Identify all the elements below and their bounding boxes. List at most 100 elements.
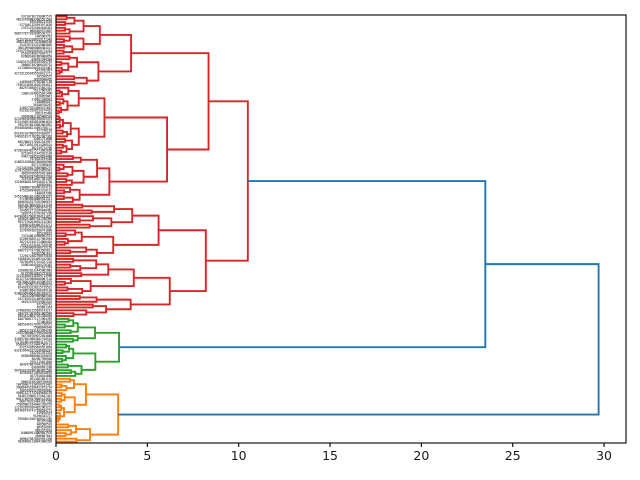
leaf-label: 6321825928519274433 xyxy=(19,109,52,113)
leaf-label: 87492933138225719525 xyxy=(18,286,53,290)
leaf-label: 0323266463273336450207 xyxy=(14,348,52,352)
leaf-label: 22609020232445002680 xyxy=(18,268,53,272)
dendrogram-link xyxy=(56,343,68,349)
leaf-label: 2931115641846 xyxy=(30,360,53,364)
leaf-label: 6914921876899194630971 xyxy=(14,132,52,136)
leaf-label: 2482618171787652907363 xyxy=(14,134,52,138)
leaf-label: 4180314280407860058960 xyxy=(14,160,52,164)
dendrogram-link xyxy=(96,298,132,311)
leaf-label: 747340615906892574 xyxy=(21,234,52,238)
leaf-label: 15068162164092442502 xyxy=(18,257,53,261)
leaf-label: 36610994068006384151 xyxy=(18,46,53,50)
dendrogram-link xyxy=(56,44,65,49)
leaf-label: 9893372070 xyxy=(35,428,52,432)
leaf-label: 91496333727 xyxy=(33,414,52,418)
leaf-label: 50414076604202141130 xyxy=(18,203,53,207)
dendrogram-link xyxy=(83,25,101,45)
leaf-label: 4469508797182807136 xyxy=(19,80,52,84)
dendrogram-link xyxy=(56,357,63,363)
dendrogram-link xyxy=(56,392,63,397)
leaf-label: 2280779254909472607 xyxy=(19,106,52,110)
leaf-label: 28473573036501069509 xyxy=(18,311,53,315)
dendrogram-link xyxy=(98,34,133,73)
leaf-label: 6725742695499551899 xyxy=(19,346,52,350)
leaf-label: 955276625 xyxy=(37,231,53,235)
leaf-label: 944272845928654488 xyxy=(21,154,52,158)
leaf-label: 677740199 xyxy=(37,129,53,133)
leaf-label: 3270784162630741888 xyxy=(19,229,52,233)
leaf-label: 13401721008 xyxy=(33,137,52,141)
leaf-label: 9887778772026965397221 xyxy=(14,32,52,36)
leaf-label: 390864451890422673734 xyxy=(16,385,52,389)
leaf-label: 415571833106919172349 xyxy=(16,37,52,41)
leaf-label: 482324588833985551503 xyxy=(16,17,52,21)
dendrogram-link xyxy=(56,101,61,106)
leaf-label: 04063555375763566679 xyxy=(18,200,53,204)
x-tick-label: 20 xyxy=(413,448,429,463)
leaf-label: 2543787533319885865 xyxy=(19,43,52,47)
dendrogram-link xyxy=(56,26,66,32)
dendrogram-link xyxy=(56,49,65,55)
dendrogram-link xyxy=(77,326,96,340)
leaf-label: 951972960 xyxy=(37,420,53,424)
dendrogram-link xyxy=(56,286,69,292)
dendrogram-link xyxy=(56,75,76,81)
leaf-label: 46582516887101788396 xyxy=(18,217,53,221)
leaf-label: 582159714766 xyxy=(31,146,52,150)
leaf-label: 104560072338926293407 xyxy=(16,383,52,387)
dendrogram-link xyxy=(56,218,81,223)
leaf-label: 946174699470005433092 xyxy=(16,397,52,401)
leaf-label: 8029730589743562432 xyxy=(19,86,52,90)
leaf-label: 54467293681375647443 xyxy=(18,394,53,398)
dendrogram-link xyxy=(90,268,135,288)
leaf-label: 3052145490 xyxy=(35,112,52,116)
x-tick-label: 25 xyxy=(505,448,521,463)
dendrogram-link xyxy=(56,258,75,263)
dendrogram-link xyxy=(56,329,72,335)
dendrogram-link xyxy=(130,276,171,306)
dendrogram-link xyxy=(131,52,210,151)
leaf-label: 753631360516282594021 xyxy=(16,83,52,87)
leaf-label: 8257167704 xyxy=(35,266,52,270)
leaf-label: 848089514069657978 xyxy=(21,431,52,435)
leaf-label: 3105974819803402740510 xyxy=(14,337,52,341)
leaf-label: 672520701 xyxy=(37,303,53,307)
dendrogram-link xyxy=(56,209,93,215)
leaf-label: 013273329808046007110 xyxy=(16,277,52,281)
leaf-label: 956814171742649648193 xyxy=(16,391,52,395)
dendrogram-link xyxy=(56,203,84,209)
leaf-label: 64077377377083569611 xyxy=(18,249,53,253)
leaf-label: 6510535266726169036 xyxy=(19,226,52,230)
dendrogram-link xyxy=(56,349,64,355)
leaf-label: 8036107874659612920 xyxy=(19,174,52,178)
dendrogram-link xyxy=(56,369,72,375)
dendrogram-link xyxy=(205,100,249,262)
dendrogram-link xyxy=(56,61,63,66)
dendrogram-link xyxy=(56,383,63,389)
leaf-label: 90366901138041608356 xyxy=(18,440,53,444)
leaf-label: 97056515387468422786 xyxy=(18,417,53,421)
leaf-label: 9466841894063573271 xyxy=(19,223,52,227)
leaf-label: 237512525404616461 xyxy=(21,26,52,30)
leaf-label: 7102432069689889340 xyxy=(19,294,52,298)
dendrogram-link xyxy=(56,397,62,403)
leaf-label: 274002982155839143217 xyxy=(16,308,52,312)
leaf-label: 7195600096308759250 xyxy=(19,246,52,250)
dendrogram-link xyxy=(56,123,61,129)
leaf-label: 5457744810214563393297 xyxy=(14,194,52,198)
dendrogram-link xyxy=(56,272,83,278)
leaf-label: 0913461891170 xyxy=(30,377,53,381)
dendrogram-link xyxy=(56,195,65,200)
leaf-label: 721064825 xyxy=(37,320,53,324)
leaf-label: 5231909163981950925474 xyxy=(14,117,52,121)
dendrogram-link xyxy=(73,259,98,270)
leaf-label: 559824049105276382 xyxy=(21,263,52,267)
leaf-label: 219379702059520774453 xyxy=(16,49,52,53)
dendrogram-link xyxy=(56,363,69,369)
dendrogram-link xyxy=(76,428,91,442)
leaf-label: 495780042881455065979 xyxy=(16,280,52,284)
leaf-label: 0605059372867 xyxy=(30,29,53,33)
dendrogram-link xyxy=(56,138,66,143)
leaf-label: 937107367290967579 xyxy=(21,15,52,19)
